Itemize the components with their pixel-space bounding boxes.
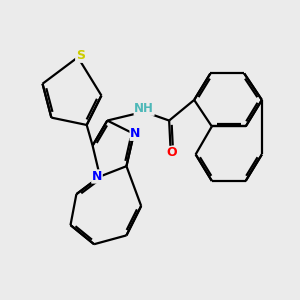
Text: S: S	[76, 49, 85, 62]
Text: NH: NH	[134, 102, 154, 115]
Text: N: N	[92, 170, 102, 183]
Text: N: N	[130, 127, 140, 140]
Text: O: O	[167, 146, 177, 159]
